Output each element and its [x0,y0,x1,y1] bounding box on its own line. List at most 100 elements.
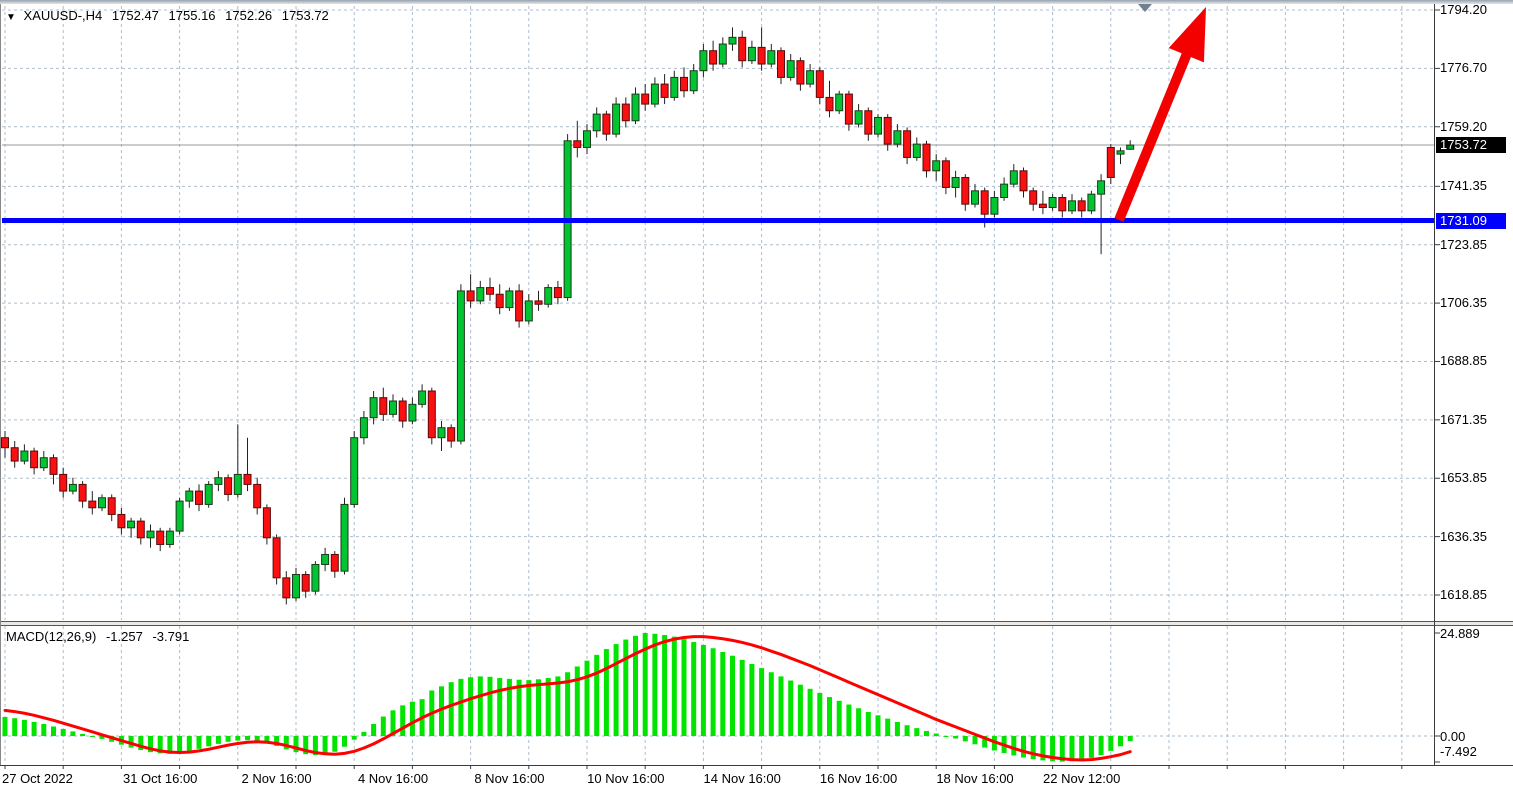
candle-bull [1048,196,1057,209]
candle-bull [583,130,591,148]
macd-bar [1127,736,1133,742]
chart-title: ▼ XAUUSD-,H4 1752.47 1755.16 1752.26 175… [6,8,335,23]
macd-bar [332,736,338,752]
macd-bar [1059,736,1065,762]
macd-bar [797,684,803,736]
symbol-period-label: XAUUSD-,H4 [23,8,103,23]
macd-bar [303,736,309,755]
macd-bar [681,639,687,736]
candle-bull [185,490,194,502]
candle-bear [253,483,262,509]
macd-bar [487,676,493,736]
macd-bar [468,677,474,736]
macd-tick-label: 24.889 [1440,625,1480,641]
price-tick-label: 1671.35 [1440,411,1487,427]
price-tick-label: 1723.85 [1440,236,1487,252]
candle-bear [301,573,310,592]
candle-bull [408,403,417,422]
candle-bull [476,287,485,302]
macd-bar [439,686,444,736]
macd-bar [574,666,580,736]
macd-bar [710,648,716,736]
macd-bar [31,721,37,736]
candle-bull [311,563,320,592]
candle-bull [321,553,330,565]
macd-bar [264,736,270,744]
candle-bull [670,76,679,98]
macd-bar [283,736,289,750]
candle-bull [912,143,921,158]
macd-bar [274,736,280,746]
candle-bear [398,400,407,422]
macd-bar [739,659,745,736]
macd-bar [545,678,551,736]
symbol-dropdown-icon[interactable]: ▼ [6,12,16,23]
macd-bar [477,676,483,736]
candle-bear [447,427,456,442]
macd-bar [730,655,735,736]
price-tick-label: 1688.85 [1440,353,1487,369]
trend-arrow-head[interactable] [1168,7,1206,63]
candle-bear [844,93,853,125]
candle-bull [98,497,106,509]
ohlc-close: 1753.72 [281,8,329,23]
macd-bar [167,736,173,754]
macd-bar [1088,736,1094,758]
candle-bear [282,577,291,599]
macd-bar [933,733,939,736]
candle-bull [204,483,213,505]
candle-bull [1009,170,1018,185]
macd-bar [138,736,144,751]
macd-bar [1079,736,1085,761]
candle-bull [369,397,378,419]
macd-bar [60,728,66,736]
candle-bull [728,36,737,45]
candle-bull [1116,150,1125,155]
candle-bull [699,50,708,72]
macd-bar [12,718,18,736]
price-tick-label: 1653.85 [1440,470,1487,486]
candle-bear [709,50,718,65]
candle-bear [980,190,989,215]
candle-bull [20,450,29,462]
macd-bar [691,642,697,736]
macd-bar [70,731,76,736]
macd-bar [1098,736,1104,756]
candle-bear [922,143,931,172]
macd-bar [89,736,95,737]
candle-bull [990,196,999,215]
candle-bull [68,483,77,492]
trend-arrow[interactable] [1114,47,1194,222]
price-tick-label: 1741.35 [1440,178,1487,194]
macd-bar [982,736,988,748]
ohlc-low: 1752.26 [225,8,273,23]
macd-bar [390,710,396,736]
candle-bull [165,530,174,545]
candle-bull [350,437,359,505]
candle-bear [379,397,388,415]
candle-bear [107,497,116,515]
candle-bull [854,110,863,125]
candle-bull [612,103,621,135]
macd-bar [846,704,852,736]
macd-bar [671,636,677,736]
candle-bear [262,507,271,539]
candle-bull [214,477,223,485]
candle-bear [864,110,873,135]
time-marker-icon [1138,4,1152,12]
macd-bar [778,676,784,736]
macd-bar [371,723,377,736]
macd-bar [633,635,638,736]
macd-bar [817,692,823,736]
candle-bear [796,60,805,85]
candle-bear [330,553,339,572]
candle-bear [1106,146,1115,178]
candle-bull [1000,183,1009,198]
macd-bar [1040,736,1046,761]
candle-bull [631,93,640,122]
macd-bar [904,725,910,736]
candle-bull [340,503,349,572]
macd-bar [1011,736,1017,756]
macd-bar [177,736,183,753]
